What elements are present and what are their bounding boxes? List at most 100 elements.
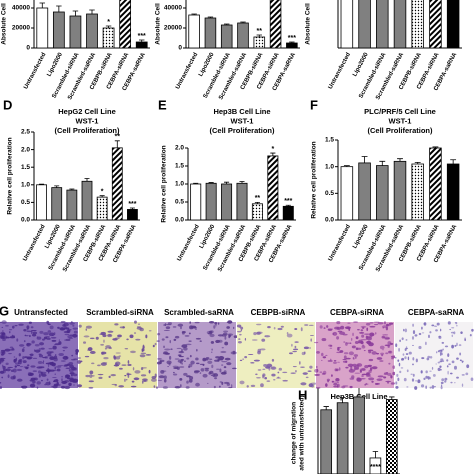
cell-stain (268, 367, 271, 371)
cell-stain (214, 377, 218, 380)
cell-stain (58, 352, 64, 357)
cell-stain (257, 348, 261, 353)
cell-stain (54, 373, 56, 375)
cell-stain (300, 382, 307, 386)
cell-stain (100, 331, 106, 335)
x-tick-label: Untransfected (22, 224, 46, 263)
image-caption: Scrambled-saRNA (164, 308, 234, 317)
cell-stain (71, 354, 74, 357)
cell-stain (204, 358, 209, 361)
cell-stain (441, 341, 445, 344)
y-tick-label: 2.0 (21, 146, 30, 153)
cell-stain (359, 331, 365, 334)
bar (205, 182, 217, 221)
cell-stain (440, 358, 444, 361)
cell-stain (238, 338, 241, 341)
bar (393, 0, 407, 49)
bar (81, 180, 93, 221)
cell-stain (259, 348, 266, 351)
cell-stain (165, 336, 169, 339)
cell-stain (308, 324, 314, 327)
cell-stain (438, 335, 441, 338)
chart-title: PLC/PRF/5 Cell Line (364, 107, 436, 116)
cell-stain (240, 329, 242, 332)
cell-stain (273, 379, 276, 381)
cell-stain (271, 358, 275, 362)
cell-stain (351, 345, 356, 349)
cell-stain (425, 375, 429, 379)
cell-stain (367, 364, 372, 368)
cell-stain (337, 361, 341, 363)
cell-stain (223, 330, 229, 333)
cell-stain (66, 374, 69, 378)
cell-stain (439, 365, 442, 368)
cell-stain (322, 370, 327, 375)
cell-stain (414, 334, 418, 337)
cell-stain (429, 386, 432, 389)
cell-stain (159, 359, 165, 363)
image-caption: Untransfected (14, 308, 68, 317)
cell-stain (345, 357, 351, 360)
cell-stain (237, 330, 242, 333)
cell-stain (72, 373, 78, 377)
x-tick-label: Untransfected (175, 52, 199, 91)
cell-stain (133, 332, 137, 334)
cell-stain (23, 356, 29, 358)
error-bar (240, 21, 246, 23)
cell-stain (444, 380, 447, 383)
error-bar (89, 9, 95, 14)
cell-stain (213, 325, 216, 329)
cell-stain (1, 364, 4, 368)
cell-stain (163, 378, 167, 383)
cell-stain (440, 384, 443, 387)
cell-stain (140, 352, 147, 355)
cell-stain (421, 357, 425, 360)
cell-stain (64, 333, 70, 336)
cell-stain (412, 323, 414, 327)
cell-stain (253, 359, 260, 362)
y-tick-label: 0.5 (325, 190, 334, 197)
cell-stain (142, 380, 144, 384)
cell-stain (227, 320, 233, 324)
cell-stain (417, 379, 421, 384)
cell-stain (118, 385, 125, 388)
cell-stain (162, 386, 168, 389)
cell-stain (331, 380, 335, 383)
error-bar (72, 10, 79, 16)
cell-stain (41, 379, 43, 382)
bar (376, 165, 389, 221)
cell-stain (215, 324, 217, 327)
cell-stain (46, 378, 49, 381)
cell-stain (224, 336, 227, 340)
cell-stain (60, 385, 66, 389)
cell-stain (72, 333, 78, 338)
cell-stain (292, 350, 297, 353)
cell-stain (64, 385, 71, 390)
cell-stain (7, 366, 14, 368)
cell-stain (2, 365, 6, 370)
cell-stain (161, 338, 165, 341)
cell-stain (148, 330, 152, 332)
cell-stain (262, 368, 266, 370)
cell-stain (13, 356, 16, 358)
cell-stain (309, 334, 314, 337)
cell-stain (155, 386, 159, 389)
cell-stain (196, 348, 198, 352)
cell-stain (384, 344, 391, 347)
cell-stain (408, 351, 412, 355)
cell-stain (129, 334, 134, 339)
y-tick-label: 0.5 (175, 199, 184, 206)
cell-stain (131, 380, 135, 383)
cell-stain (421, 332, 425, 334)
cell-stain (39, 330, 44, 334)
cell-stain (240, 326, 244, 330)
cell-stain (363, 333, 371, 335)
cell-stain (307, 370, 312, 372)
cell-stain (53, 379, 59, 383)
error-bar (289, 41, 295, 43)
cell-stain (263, 364, 268, 367)
cell-stain (89, 337, 95, 340)
micrograph (236, 322, 317, 388)
cell-stain (124, 378, 126, 382)
cell-stain (442, 348, 444, 351)
